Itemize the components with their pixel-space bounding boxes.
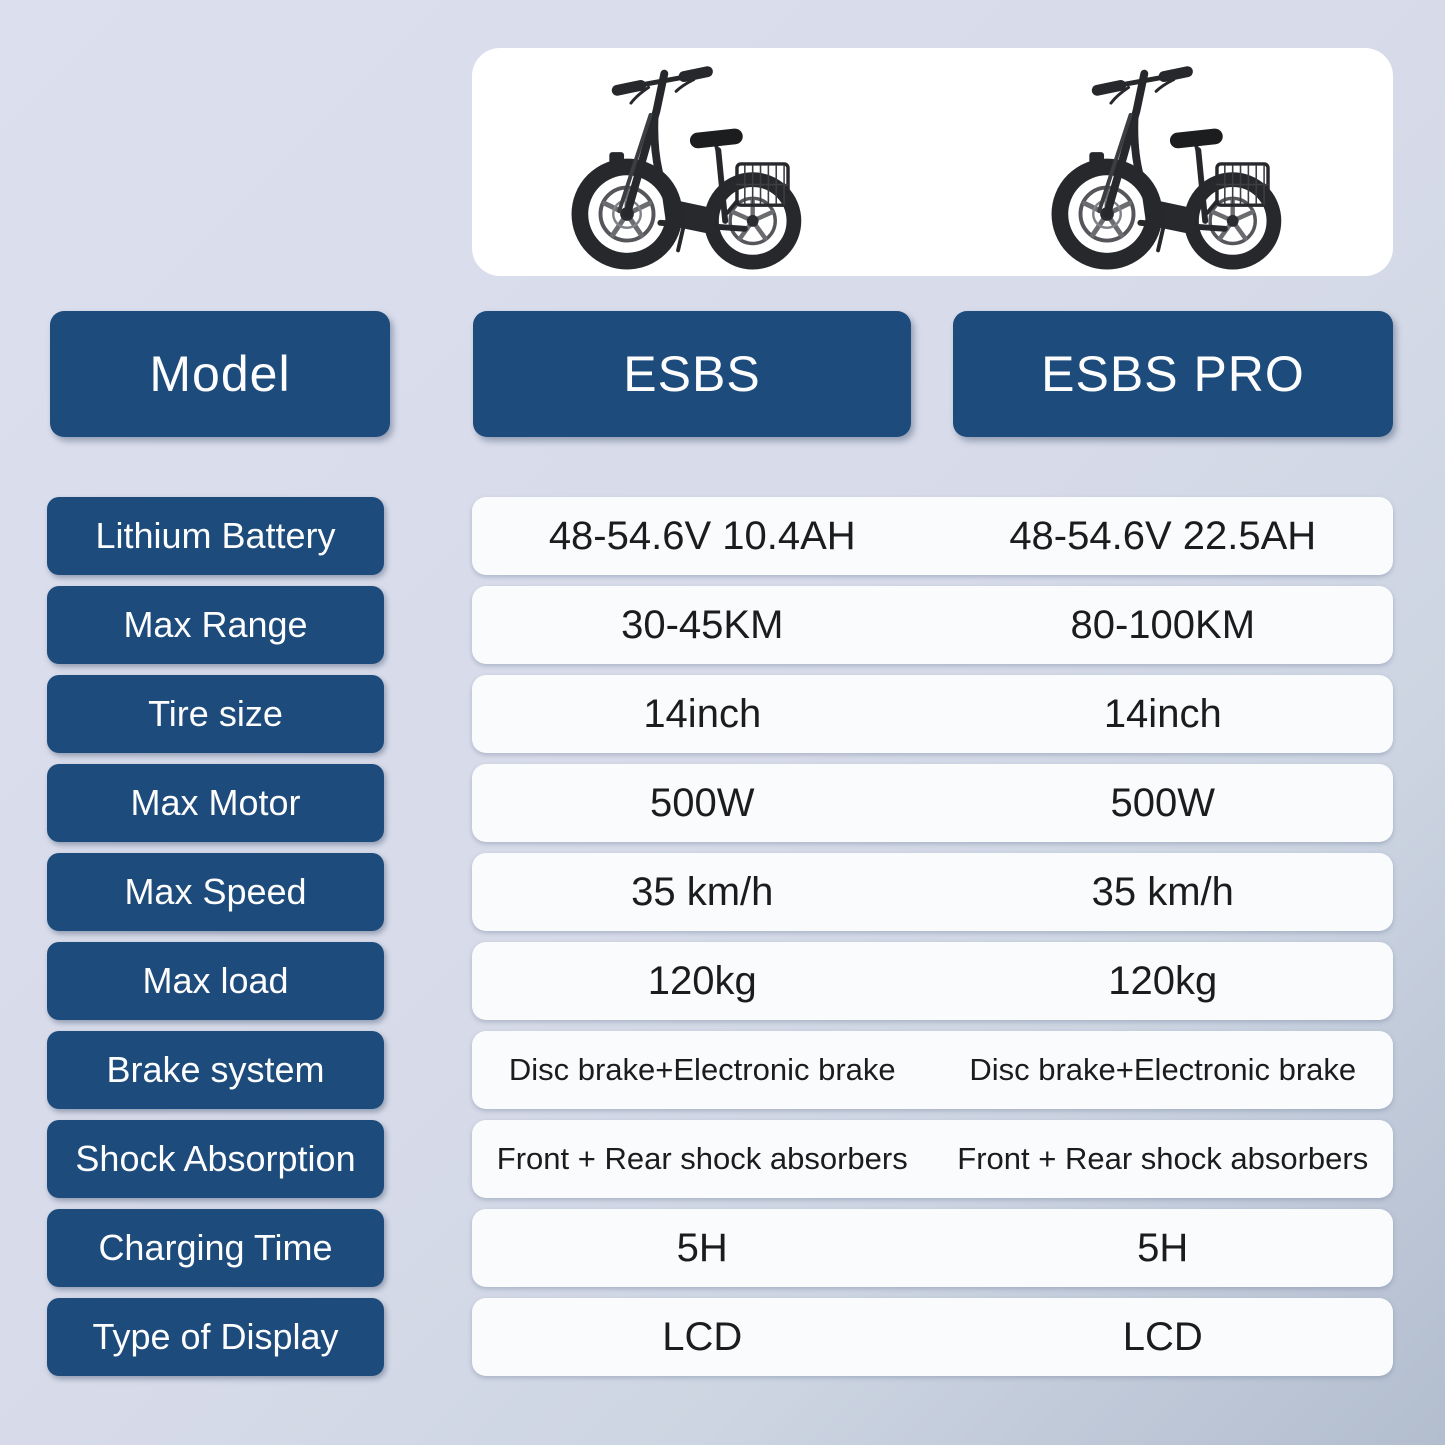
spec-value-esbs-pro: 80-100KM (1070, 602, 1256, 647)
spec-value-esbs: 5H (676, 1225, 728, 1270)
spec-values-panel: 48-54.6V 10.4AH 48-54.6V 22.5AH (472, 497, 1393, 575)
product-image-panel (472, 48, 1393, 276)
spec-value-esbs-pro: Front + Rear shock absorbers (957, 1141, 1369, 1176)
spec-label: Type of Display (47, 1298, 384, 1376)
spec-row: Max load 120kg 120kg (0, 942, 1445, 1020)
spec-label: Max Speed (47, 853, 384, 931)
spec-row: Brake system Disc brake+Electronic brake… (0, 1031, 1445, 1109)
spec-label: Tire size (47, 675, 384, 753)
spec-value-esbs-pro: 35 km/h (1091, 869, 1234, 914)
spec-label: Max load (47, 942, 384, 1020)
scooter-image-esbs (556, 54, 806, 270)
spec-values-panel: 500W 500W (472, 764, 1393, 842)
spec-value-esbs: 14inch (643, 691, 762, 736)
spec-values-panel: 14inch 14inch (472, 675, 1393, 753)
spec-value-esbs: 35 km/h (631, 869, 774, 914)
spec-row: Tire size 14inch 14inch (0, 675, 1445, 753)
spec-row: Max Motor 500W 500W (0, 764, 1445, 842)
spec-label: Max Motor (47, 764, 384, 842)
spec-values-panel: 35 km/h 35 km/h (472, 853, 1393, 931)
spec-values-panel: 120kg 120kg (472, 942, 1393, 1020)
spec-value-esbs: 30-45KM (621, 602, 784, 647)
spec-label: Lithium Battery (47, 497, 384, 575)
spec-values-panel: Disc brake+Electronic brake Disc brake+E… (472, 1031, 1393, 1109)
header-column-esbs: ESBS (473, 311, 911, 437)
spec-row: Max Range 30-45KM 80-100KM (0, 586, 1445, 664)
spec-row: Max Speed 35 km/h 35 km/h (0, 853, 1445, 931)
header-column-esbs-pro: ESBS PRO (953, 311, 1393, 437)
header-model: Model (50, 311, 390, 437)
spec-value-esbs: Disc brake+Electronic brake (508, 1052, 896, 1087)
spec-values-panel: 30-45KM 80-100KM (472, 586, 1393, 664)
spec-value-esbs: 120kg (647, 958, 757, 1003)
spec-label: Brake system (47, 1031, 384, 1109)
spec-row: Shock Absorption Front + Rear shock abso… (0, 1120, 1445, 1198)
spec-values-panel: Front + Rear shock absorbers Front + Rea… (472, 1120, 1393, 1198)
spec-value-esbs-pro: LCD (1122, 1314, 1203, 1359)
spec-label: Shock Absorption (47, 1120, 384, 1198)
spec-value-esbs-pro: 48-54.6V 22.5AH (1009, 513, 1317, 558)
spec-row: Lithium Battery 48-54.6V 10.4AH 48-54.6V… (0, 497, 1445, 575)
spec-row: Charging Time 5H 5H (0, 1209, 1445, 1287)
spec-value-esbs-pro: 14inch (1103, 691, 1222, 736)
spec-value-esbs-pro: 500W (1110, 780, 1216, 825)
spec-value-esbs: 500W (650, 780, 755, 825)
spec-rows: Lithium Battery 48-54.6V 10.4AH 48-54.6V… (0, 497, 1445, 1376)
spec-label: Charging Time (47, 1209, 384, 1287)
spec-row: Type of Display LCD LCD (0, 1298, 1445, 1376)
spec-value-esbs: Front + Rear shock absorbers (496, 1141, 908, 1176)
spec-value-esbs: 48-54.6V 10.4AH (548, 513, 856, 558)
spec-values-panel: 5H 5H (472, 1209, 1393, 1287)
scooter-image-esbs-pro (1036, 54, 1286, 270)
spec-value-esbs-pro: 120kg (1108, 958, 1218, 1003)
spec-label: Max Range (47, 586, 384, 664)
spec-value-esbs-pro: Disc brake+Electronic brake (969, 1052, 1357, 1087)
spec-values-panel: LCD LCD (472, 1298, 1393, 1376)
spec-value-esbs: LCD (662, 1314, 743, 1359)
spec-value-esbs-pro: 5H (1137, 1225, 1189, 1270)
